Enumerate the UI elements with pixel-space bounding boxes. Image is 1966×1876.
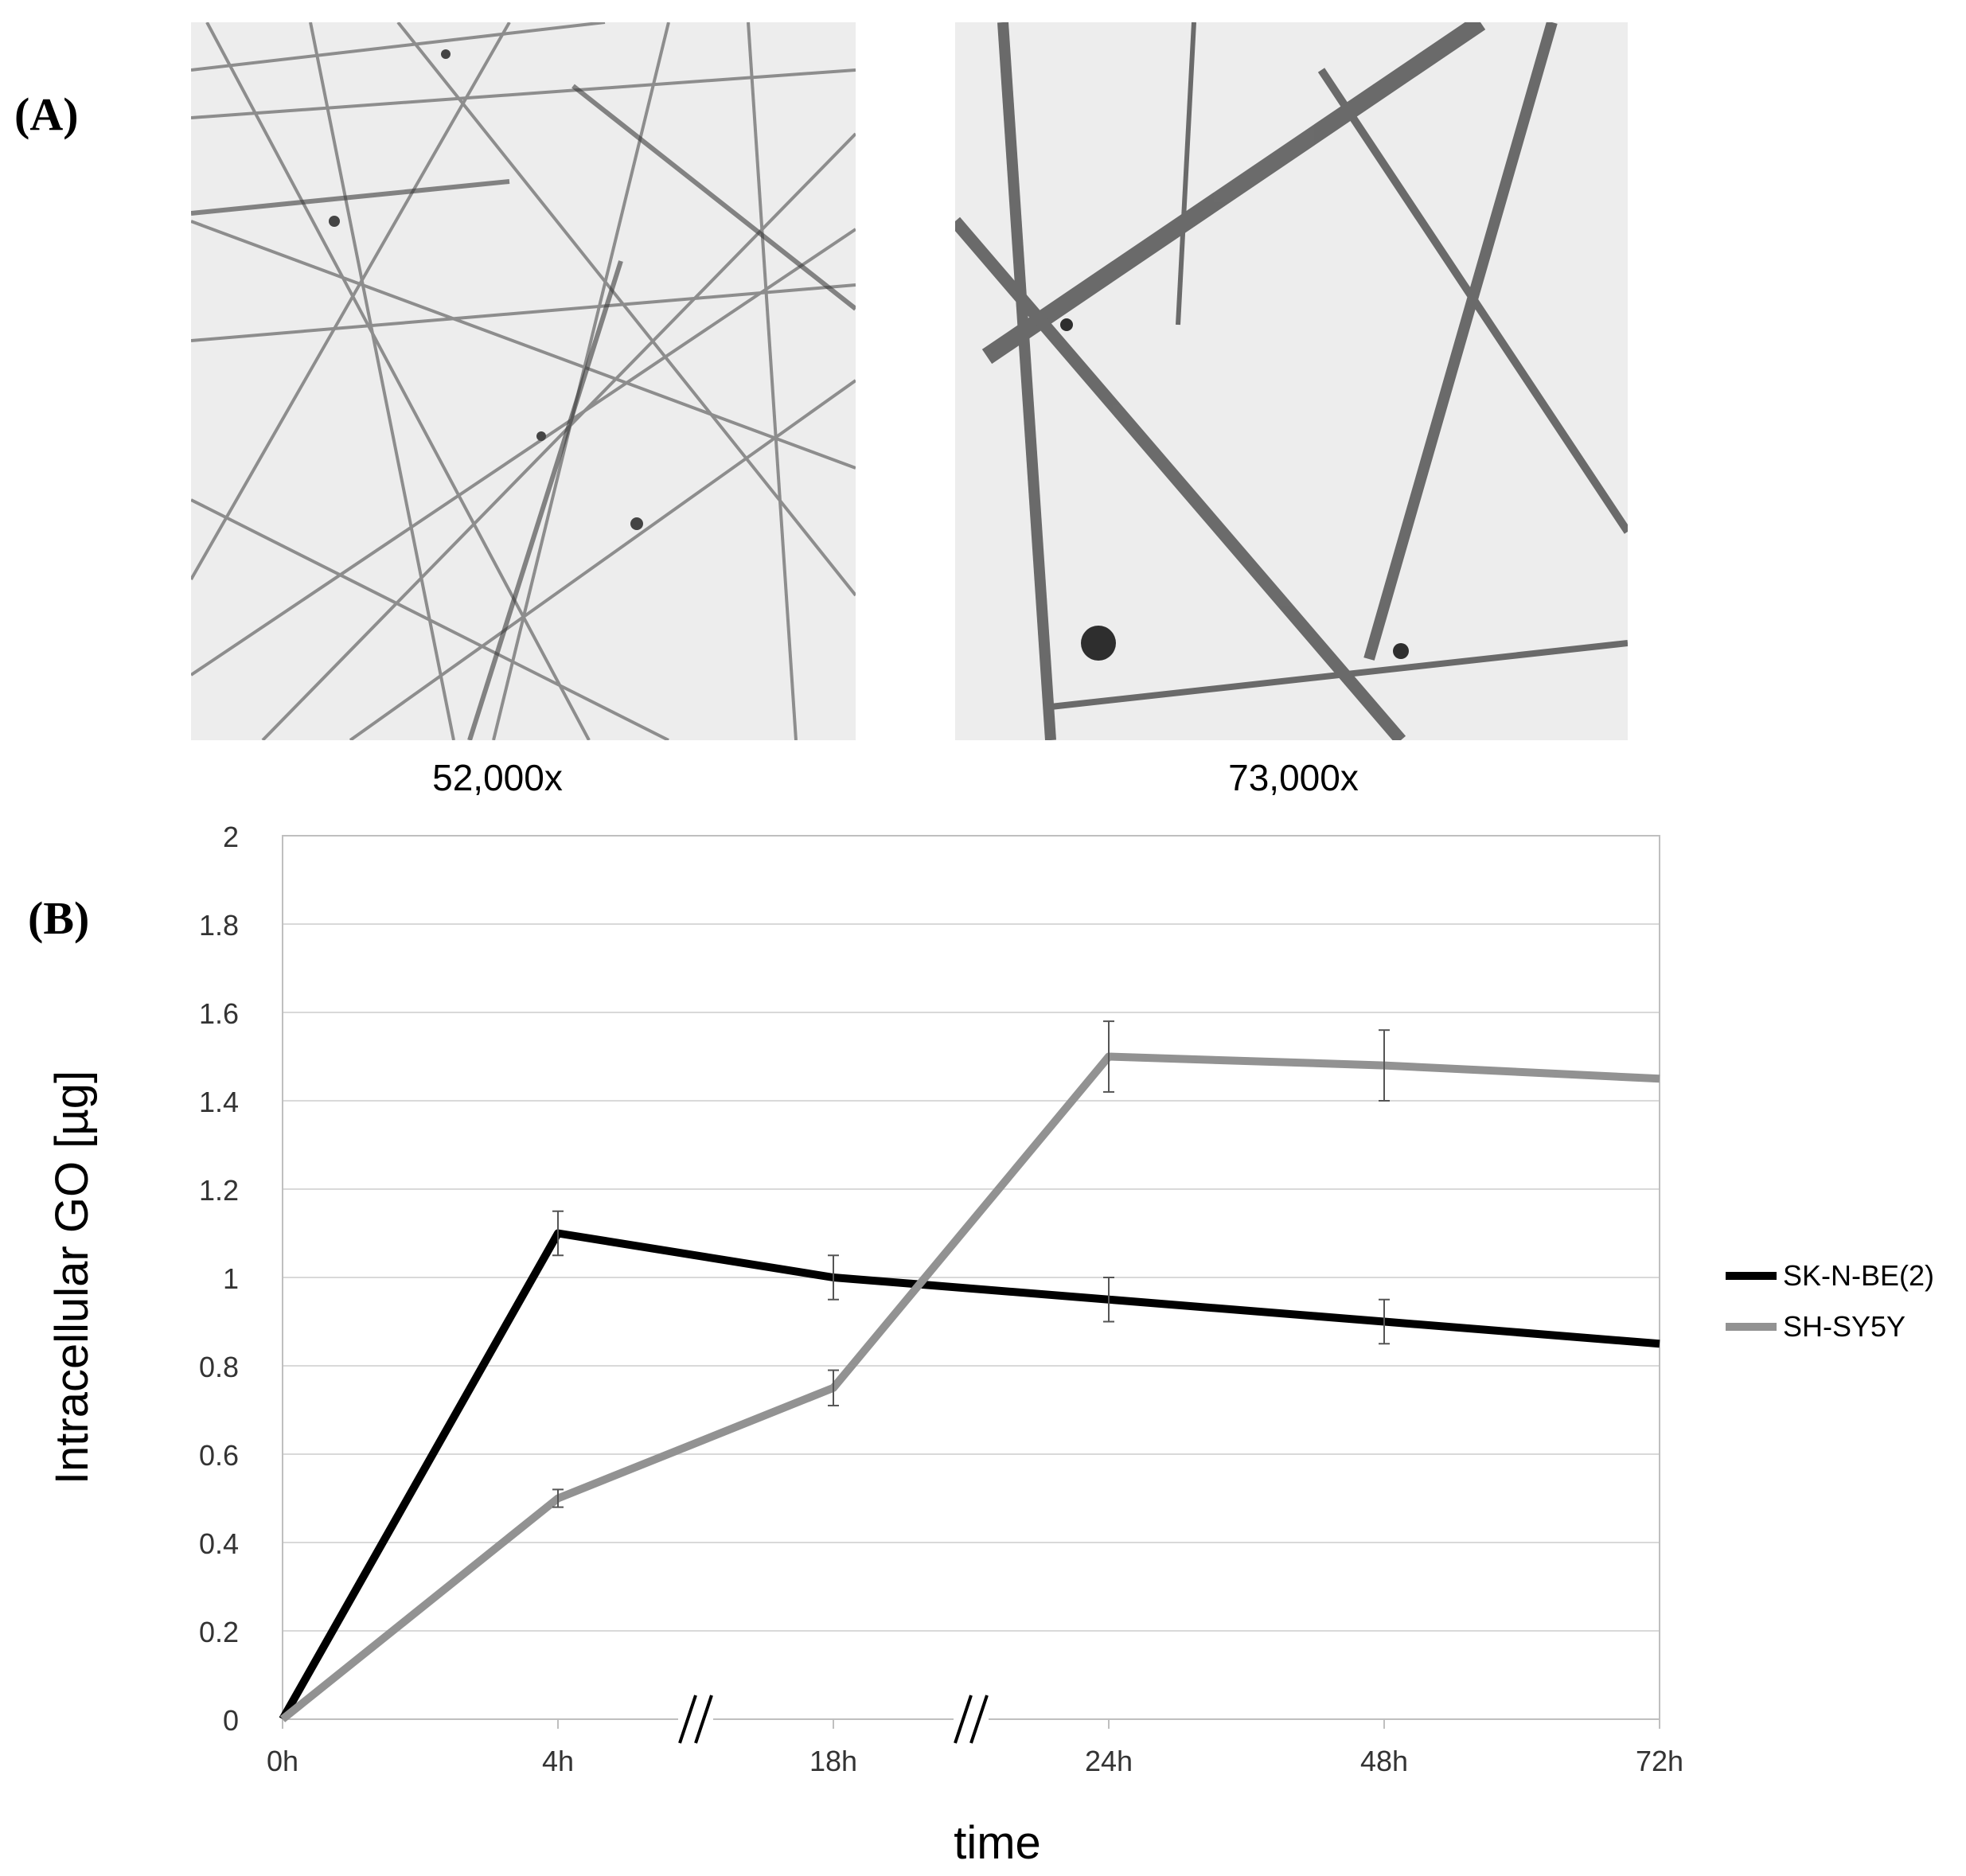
y-tick-label: 1.6	[199, 997, 239, 1030]
y-tick-label: 1	[223, 1262, 239, 1295]
fiber-bundle-image	[955, 22, 1628, 740]
series-0	[279, 1210, 1660, 1722]
series-1	[279, 1020, 1660, 1722]
fiber-network-image	[191, 22, 856, 740]
y-tick-labels: 0 0.2 0.4 0.6 0.8 1 1.2 1.4 1.6 1.8 2	[199, 821, 239, 1737]
y-tick-label: 0.8	[199, 1351, 239, 1383]
axis-break-mark	[694, 1695, 713, 1744]
x-tick-label: 18h	[809, 1745, 857, 1777]
gridlines	[283, 835, 1660, 1720]
axis-break-mark	[969, 1695, 989, 1744]
series-line	[279, 1052, 1660, 1722]
micrograph-right	[955, 22, 1628, 740]
x-tick-labels: 0h 4h 18h 24h 48h 72h	[267, 1719, 1683, 1777]
x-tick-label: 24h	[1085, 1745, 1133, 1777]
legend-label: SK-N-BE(2)	[1783, 1259, 1934, 1292]
panel-b-label: (B)	[28, 892, 90, 944]
x-tick-label: 72h	[1636, 1745, 1683, 1777]
x-tick-label: 0h	[267, 1745, 298, 1777]
legend: SK-N-BE(2) SH-SY5Y	[1726, 1259, 1934, 1343]
axis-break-mark	[954, 1695, 973, 1744]
y-tick-label: 1.2	[199, 1174, 239, 1207]
axis-break-mark	[678, 1695, 697, 1744]
y-tick-label: 0	[223, 1704, 239, 1737]
line-chart: 0 0.2 0.4 0.6 0.8 1 1.2 1.4 1.6 1.8 2 0h 4h 18h 24h 48…	[46, 821, 1934, 1869]
series-lines	[279, 1020, 1660, 1722]
y-tick-label: 0.4	[199, 1527, 239, 1560]
x-tick-label: 4h	[542, 1745, 574, 1777]
micrograph-left	[191, 22, 856, 740]
series-line	[279, 1229, 1660, 1722]
y-tick-label: 1.8	[199, 909, 239, 942]
micrograph-right-caption: 73,000x	[1228, 757, 1359, 798]
axis-breaks	[678, 1695, 989, 1744]
x-tick-label: 48h	[1360, 1745, 1408, 1777]
micrograph-left-caption: 52,000x	[432, 757, 563, 798]
panel-a-label: (A)	[14, 88, 79, 140]
y-tick-label: 2	[223, 821, 239, 853]
legend-label: SH-SY5Y	[1783, 1310, 1906, 1343]
y-tick-label: 0.6	[199, 1439, 239, 1472]
y-tick-label: 0.2	[199, 1616, 239, 1648]
y-tick-label: 1.4	[199, 1086, 239, 1118]
y-axis-title: Intracellular GO [µg]	[46, 1071, 98, 1484]
x-axis-title: time	[954, 1817, 1041, 1869]
